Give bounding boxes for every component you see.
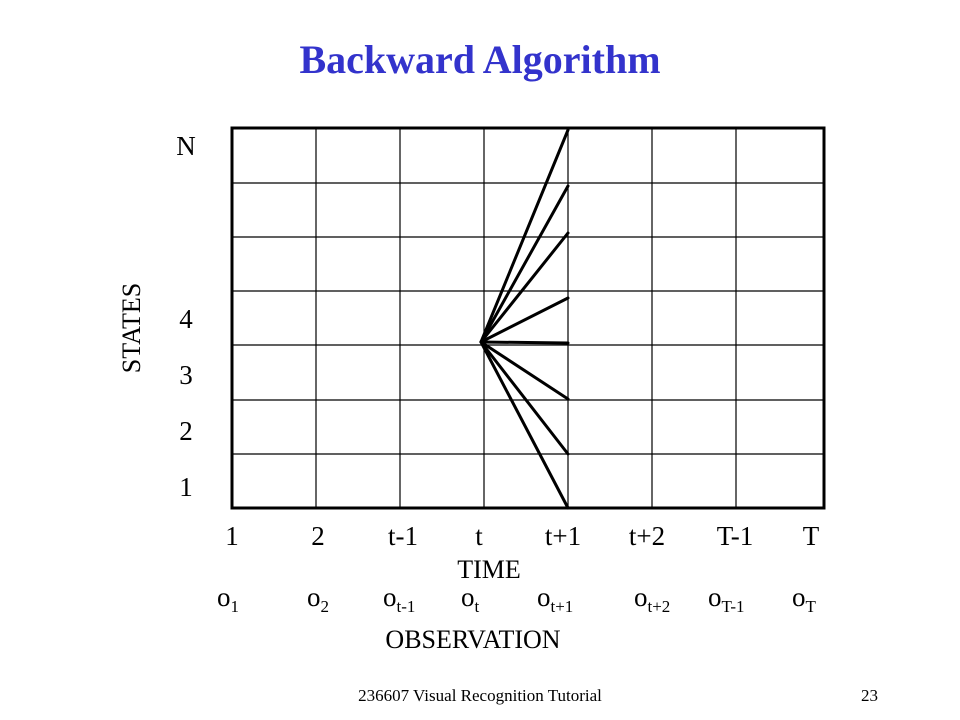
grid-lines [232, 128, 824, 508]
time-label: t [475, 521, 483, 551]
observation-label: ot-1 [383, 582, 415, 616]
transition-line [479, 128, 570, 344]
state-label-1: 1 [179, 472, 193, 502]
trellis-frame [230, 126, 826, 510]
slide-title: Backward Algorithm [299, 37, 661, 82]
transition-line [479, 296, 570, 344]
time-label: t-1 [388, 521, 418, 551]
transition-line [479, 340, 570, 456]
observation-label: oT-1 [708, 582, 745, 616]
transition-line [479, 340, 570, 510]
transition-line [479, 340, 570, 401]
observation-label: ot [461, 582, 480, 616]
slide-footer: 236607 Visual Recognition Tutorial [358, 686, 602, 705]
time-label: 1 [225, 521, 239, 551]
time-axis-title: TIME [457, 555, 521, 584]
transition-line [479, 184, 570, 344]
state-label-2: 2 [179, 416, 193, 446]
time-label: 2 [311, 521, 325, 551]
time-label: t+2 [629, 521, 665, 551]
time-label: t+1 [545, 521, 581, 551]
observation-label: o1 [217, 582, 239, 616]
state-label-n: N [176, 131, 196, 161]
states-axis-title: STATES [117, 283, 146, 373]
transition-fan [479, 128, 570, 510]
observation-label: ot+2 [634, 582, 670, 616]
page-number: 23 [861, 686, 878, 705]
state-label-4: 4 [179, 304, 193, 334]
observation-axis-title: OBSERVATION [385, 625, 560, 654]
transition-line [479, 231, 570, 344]
time-label: T-1 [717, 521, 754, 551]
state-label-3: 3 [179, 360, 193, 390]
time-label: T [803, 521, 820, 551]
observation-label: o2 [307, 582, 329, 616]
transition-line [479, 340, 570, 345]
observation-label: ot+1 [537, 582, 573, 616]
observation-label: oT [792, 582, 817, 616]
